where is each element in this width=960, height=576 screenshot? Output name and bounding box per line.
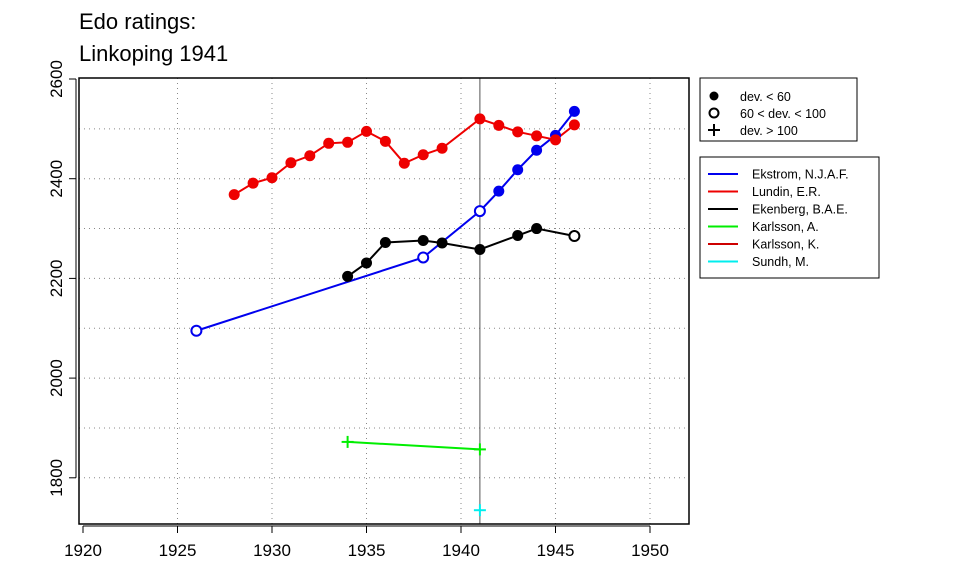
data-point-s1-p17 bbox=[568, 119, 580, 131]
legend-marker-filled-label: dev. < 60 bbox=[740, 90, 791, 104]
data-point-s1-p7 bbox=[361, 125, 372, 137]
data-point-s3-p0 bbox=[341, 435, 354, 448]
x-tick-label-1935: 1935 bbox=[348, 541, 386, 560]
legend-marker-filled bbox=[709, 91, 719, 101]
data-point-s2-p5 bbox=[474, 243, 486, 255]
x-tick-label-1945: 1945 bbox=[537, 541, 575, 560]
marker-legend: dev. < 60 60 < dev. < 100 dev. > 100 bbox=[699, 77, 858, 142]
data-point-s1-p1 bbox=[247, 177, 259, 189]
data-point-s1-p15 bbox=[531, 130, 543, 142]
legend-series-label-1: Lundin, E.R. bbox=[752, 185, 821, 199]
y-tick-label-2000: 2000 bbox=[47, 359, 66, 397]
data-point-s1-p3 bbox=[285, 157, 297, 169]
legend-series-label-0: Ekstrom, N.J.A.F. bbox=[752, 168, 849, 182]
data-point-s2-p8 bbox=[568, 230, 581, 243]
data-point-s0-p2 bbox=[473, 205, 486, 218]
data-point-s0-p3 bbox=[493, 185, 505, 197]
data-point-s3-p1 bbox=[473, 443, 486, 456]
y-tick-label-2600: 2600 bbox=[47, 60, 66, 98]
data-point-s1-p14 bbox=[512, 126, 524, 138]
data-point-s0-p5 bbox=[531, 144, 543, 156]
data-point-s1-p9 bbox=[398, 157, 410, 169]
data-point-s1-p2 bbox=[266, 172, 278, 184]
y-axis: 1800 2000 2200 2400 2600 bbox=[47, 60, 77, 497]
x-tick-label-1920: 1920 bbox=[64, 541, 102, 560]
y-tick-label-1800: 1800 bbox=[47, 459, 66, 497]
x-axis: 1920 1925 1930 1935 1940 1945 1950 bbox=[64, 525, 669, 560]
data-point-s1-p13 bbox=[493, 119, 505, 131]
data-point-s1-p8 bbox=[379, 135, 391, 147]
y-tick-label-2200: 2200 bbox=[47, 259, 66, 297]
data-point-s0-p7 bbox=[568, 105, 580, 117]
y-tick-label-2400: 2400 bbox=[47, 160, 66, 198]
data-point-s1-p16 bbox=[550, 134, 561, 146]
data-point-s5-p0 bbox=[473, 504, 486, 517]
series-legend-box bbox=[699, 156, 880, 279]
legend-marker-open-label: 60 < dev. < 100 bbox=[740, 107, 826, 121]
data-point-s1-p11 bbox=[436, 142, 448, 154]
data-point-s2-p2 bbox=[379, 237, 391, 249]
series-line-3 bbox=[347, 440, 480, 451]
series-legend: Ekstrom, N.J.A.F. Lundin, E.R. Ekenberg, B… bbox=[699, 156, 880, 279]
x-tick-label-1950: 1950 bbox=[631, 541, 669, 560]
data-point-s1-p6 bbox=[342, 136, 354, 148]
legend-series-label-2: Ekenberg, B.A.E. bbox=[752, 203, 848, 217]
data-point-s0-p1 bbox=[417, 251, 430, 264]
data-point-s2-p4 bbox=[436, 237, 448, 249]
series-markers bbox=[190, 105, 581, 517]
x-tick-label-1925: 1925 bbox=[159, 541, 197, 560]
data-point-s2-p7 bbox=[531, 223, 543, 235]
chart-title-line-2: Linkoping 1941 bbox=[79, 41, 228, 66]
series-line-1 bbox=[233, 117, 576, 196]
chart-title-line-1: Edo ratings: bbox=[79, 9, 196, 34]
grid bbox=[79, 78, 689, 524]
data-point-s0-p0 bbox=[190, 324, 203, 337]
plot-border bbox=[78, 77, 690, 525]
data-point-s0-p4 bbox=[512, 164, 524, 176]
data-point-s2-p1 bbox=[361, 257, 372, 269]
marker-legend-box bbox=[699, 77, 858, 142]
legend-marker-plus bbox=[708, 124, 720, 136]
data-point-s1-p4 bbox=[304, 150, 316, 162]
legend-series-label-5: Sundh, M. bbox=[752, 255, 809, 269]
data-point-s1-p12 bbox=[474, 113, 486, 125]
legend-series-label-4: Karlsson, K. bbox=[752, 238, 819, 252]
x-tick-label-1940: 1940 bbox=[442, 541, 480, 560]
data-point-s2-p3 bbox=[417, 235, 429, 247]
x-tick-label-1930: 1930 bbox=[253, 541, 291, 560]
data-point-s1-p0 bbox=[228, 189, 240, 201]
series-lines bbox=[196, 110, 576, 451]
data-point-s1-p5 bbox=[323, 137, 335, 149]
data-point-s2-p6 bbox=[512, 230, 524, 242]
legend-marker-open bbox=[708, 107, 720, 119]
data-point-s2-p0 bbox=[342, 270, 354, 282]
legend-marker-plus-label: dev. > 100 bbox=[740, 124, 798, 138]
data-point-s1-p10 bbox=[417, 149, 429, 161]
legend-series-label-3: Karlsson, A. bbox=[752, 220, 819, 234]
series-line-2 bbox=[347, 227, 575, 278]
